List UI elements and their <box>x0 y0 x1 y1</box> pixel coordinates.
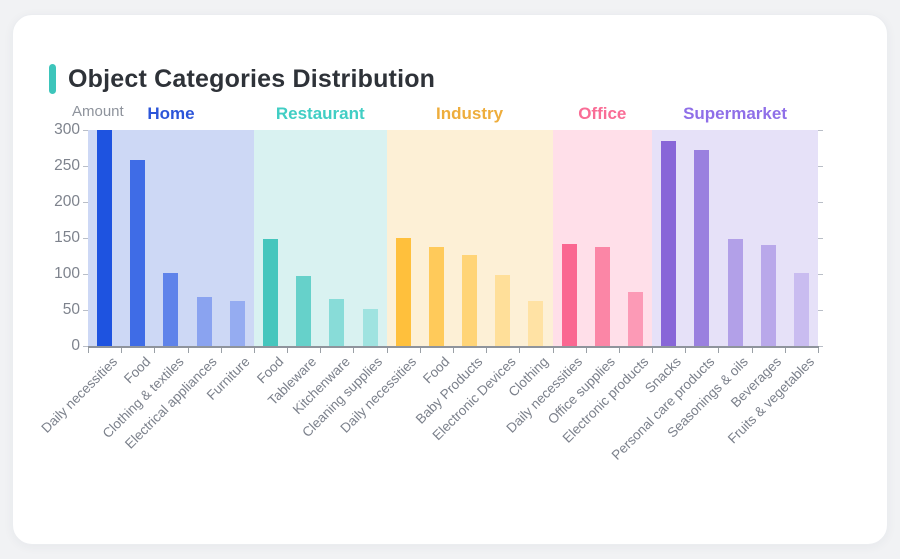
bar-supermarket-fruits-vegetables <box>793 273 809 346</box>
y-tick-mark-left <box>83 201 88 203</box>
bar-industry-clothing <box>528 300 544 346</box>
x-tick-mark <box>320 348 322 353</box>
x-tick-mark <box>519 348 521 353</box>
bar-office-office-supplies <box>594 246 610 346</box>
bar-supermarket-personal-care-products <box>694 150 710 346</box>
x-tick-mark <box>287 348 289 353</box>
x-tick-mark <box>618 348 620 353</box>
x-tick-mark <box>486 348 488 353</box>
bar-home-food <box>130 160 146 346</box>
title-accent-bar <box>49 64 56 94</box>
bar-restaurant-food <box>263 239 278 346</box>
bar-restaurant-kitchenware <box>329 299 345 346</box>
y-tick-mark-right <box>818 237 823 239</box>
bar-industry-electronic-devices <box>495 274 511 346</box>
chart-title: Object Categories Distribution <box>68 65 436 93</box>
y-tick-label-0: 0 <box>71 337 80 354</box>
bar-supermarket-snacks <box>661 140 677 346</box>
bar-home-daily-necessities <box>97 130 113 346</box>
bar-home-clothing-textiles <box>163 272 179 346</box>
x-tick-mark <box>818 348 819 353</box>
group-label-industry: Industry <box>436 104 504 123</box>
group-label-restaurant: Restaurant <box>275 104 365 123</box>
y-tick-label-100: 100 <box>54 265 80 282</box>
y-tick-mark-left <box>83 129 88 131</box>
x-tick-mark <box>154 348 156 353</box>
x-tick-mark <box>253 348 255 353</box>
bar-supermarket-seasonings-oils <box>727 239 743 346</box>
bar-supermarket-beverages <box>760 245 776 346</box>
y-tick-label-150: 150 <box>54 229 80 246</box>
bar-home-furniture <box>229 300 245 346</box>
group-label-home: Home <box>147 104 195 123</box>
x-tick-mark <box>685 348 687 353</box>
x-tick-mark <box>220 348 222 353</box>
bar-industry-daily-necessities <box>395 238 411 346</box>
y-axis-title: Amount <box>72 103 124 120</box>
bar-industry-food <box>428 246 444 346</box>
x-tick-mark <box>386 348 388 353</box>
x-axis-line <box>88 346 819 348</box>
x-tick-mark <box>419 348 421 353</box>
x-tick-mark <box>353 348 355 353</box>
y-tick-mark-right <box>818 345 823 347</box>
bar-home-electrical-appliances <box>196 297 212 346</box>
x-tick-mark <box>652 348 654 353</box>
y-tick-mark-left <box>83 273 88 275</box>
group-label-supermarket: Supermarket <box>683 104 787 123</box>
y-tick-mark-left <box>83 165 88 167</box>
group-label-office: Office <box>578 104 627 123</box>
x-tick-mark <box>88 348 89 353</box>
y-tick-mark-right <box>818 165 823 167</box>
x-tick-mark <box>121 348 123 353</box>
y-tick-label-200: 200 <box>54 193 80 210</box>
y-tick-mark-right <box>818 129 823 131</box>
x-tick-mark <box>718 348 720 353</box>
x-tick-mark <box>453 348 454 353</box>
y-tick-mark-right <box>818 309 823 311</box>
x-tick-mark <box>585 348 587 353</box>
y-tick-mark-left <box>83 345 88 347</box>
x-tick-mark <box>187 348 189 353</box>
bar-industry-baby-products <box>462 255 478 346</box>
y-tick-label-250: 250 <box>54 157 80 174</box>
y-tick-mark-left <box>83 237 88 239</box>
y-tick-mark-left <box>83 309 88 311</box>
y-tick-label-300: 300 <box>54 121 80 138</box>
bar-office-electronic-products <box>628 292 643 346</box>
y-tick-label-50: 50 <box>62 301 80 318</box>
y-tick-mark-right <box>818 201 823 203</box>
title-row: Object Categories Distribution <box>49 63 435 95</box>
bar-restaurant-tableware <box>296 276 312 346</box>
x-tick-mark <box>784 348 786 353</box>
bar-restaurant-cleaning-supplies <box>362 309 378 346</box>
y-tick-mark-right <box>818 273 823 275</box>
x-tick-mark <box>552 348 554 353</box>
bar-office-daily-necessities <box>561 243 577 346</box>
x-tick-mark <box>751 348 753 353</box>
